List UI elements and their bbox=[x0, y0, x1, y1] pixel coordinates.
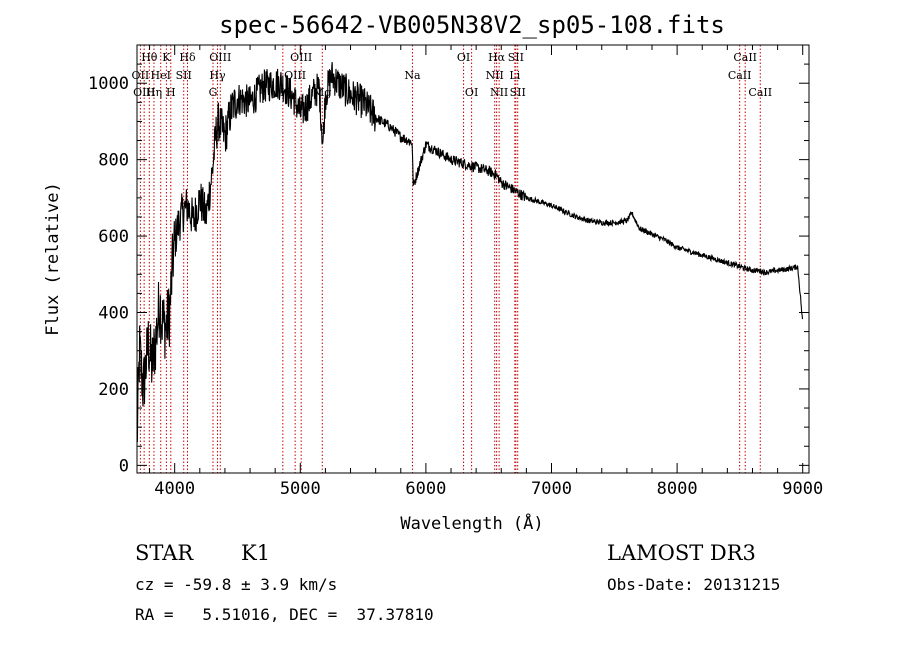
emission-line-label-7: SII bbox=[176, 69, 192, 82]
emission-line-label-2: OIII bbox=[133, 86, 155, 99]
object-subclass: K1 bbox=[241, 541, 270, 565]
emission-line-label-18: OI bbox=[465, 86, 478, 99]
emission-line-label-20: NII bbox=[486, 69, 504, 82]
emission-line-label-25: CaII bbox=[733, 51, 757, 64]
emission-line-label-10: Hγ bbox=[209, 69, 226, 82]
emission-line-label-24: SII bbox=[510, 86, 526, 99]
emission-line-label-6: H bbox=[166, 86, 176, 99]
y-tick-label-1: 200 bbox=[98, 380, 129, 400]
y-axis-ticks: 0 200 400 600 800 1000 bbox=[88, 63, 809, 476]
emission-line-label-23: Li bbox=[509, 69, 520, 82]
x-tick-label-3: 7000 bbox=[531, 479, 572, 499]
plot-frame bbox=[136, 44, 810, 474]
x-tick-label-2: 6000 bbox=[405, 479, 446, 499]
emission-line-label-13: OIII bbox=[290, 51, 312, 64]
chart-title: spec-56642-VB005N38V2_sp05-108.fits bbox=[219, 11, 725, 39]
emission-line-label-19: Hα bbox=[488, 51, 506, 64]
emission-line-label-26: CaII bbox=[728, 69, 752, 82]
emission-line-label-16: Na bbox=[404, 69, 421, 82]
emission-line-label-9: OIII bbox=[209, 51, 231, 64]
emission-line-markers bbox=[139, 45, 761, 473]
emission-line-label-8: Hδ bbox=[179, 51, 196, 64]
x-tick-label-0: 4000 bbox=[154, 479, 195, 499]
obs-date: Obs-Date: 20131215 bbox=[607, 575, 780, 594]
emission-line-label-22: SII bbox=[508, 51, 524, 64]
emission-line-label-3: Hη bbox=[146, 86, 162, 99]
redshift-cz: cz = -59.8 ± 3.9 km/s bbox=[135, 575, 337, 594]
x-axis-label: Wavelength (Å) bbox=[400, 512, 543, 534]
survey-name: LAMOST DR3 bbox=[607, 541, 756, 565]
emission-line-label-17: OI bbox=[457, 51, 470, 64]
x-tick-label-5: 9000 bbox=[782, 479, 823, 499]
spectrum-line bbox=[136, 62, 804, 443]
emission-line-label-27: CaII bbox=[748, 86, 772, 99]
emission-line-label-21: NII bbox=[490, 86, 508, 99]
emission-line-label-1: OII bbox=[132, 69, 150, 82]
y-tick-label-0: 0 bbox=[119, 456, 129, 476]
emission-line-label-0: Hθ bbox=[141, 51, 158, 64]
ra-dec: RA = 5.51016, DEC = 37.37810 bbox=[135, 605, 434, 624]
x-axis-ticks: 4000 5000 6000 7000 8000 9000 bbox=[149, 45, 823, 499]
object-class: STAR bbox=[135, 541, 194, 565]
emission-line-label-11: G bbox=[209, 86, 218, 99]
x-tick-label-1: 5000 bbox=[280, 479, 321, 499]
y-tick-label-2: 400 bbox=[98, 304, 129, 324]
y-tick-label-3: 600 bbox=[98, 227, 129, 247]
y-axis-label: Flux (relative) bbox=[43, 182, 63, 336]
emission-line-label-5: K bbox=[162, 51, 171, 64]
y-tick-label-5: 1000 bbox=[88, 74, 129, 94]
x-tick-label-4: 8000 bbox=[657, 479, 698, 499]
emission-line-label-4: HeI bbox=[151, 69, 171, 82]
y-tick-label-4: 800 bbox=[98, 151, 129, 171]
